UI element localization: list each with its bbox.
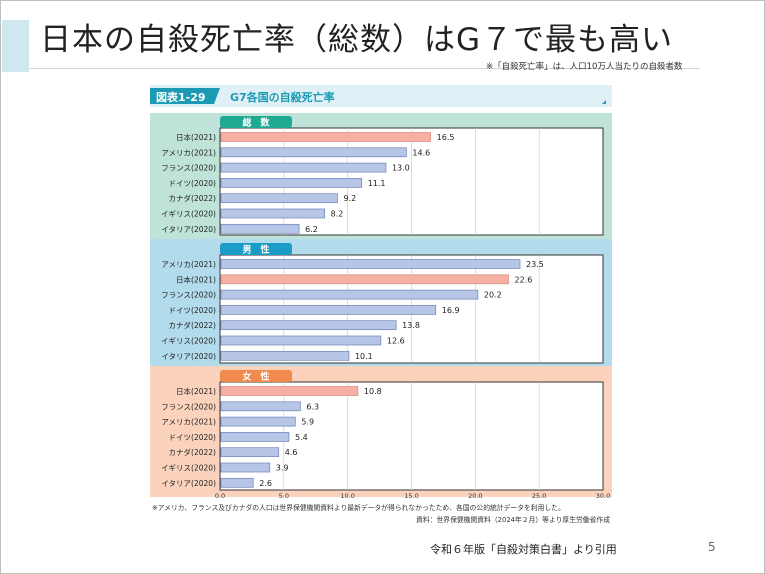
page-number: 5: [708, 540, 716, 554]
bar: [220, 447, 280, 458]
value-label: 8.2: [331, 210, 344, 219]
header-corner-mark: [602, 100, 606, 104]
title-accent-bar: [2, 20, 29, 72]
category-label: カナダ(2022): [169, 320, 217, 330]
title-note: ※「自殺死亡率」は、人口10万人当たりの自殺者数: [486, 62, 683, 72]
figure-label-tab: [150, 88, 220, 104]
source-citation: 令和６年版「自殺対策白書」より引用: [430, 543, 617, 556]
bar: [220, 178, 363, 188]
bar: [220, 259, 521, 269]
value-label: 10.8: [364, 387, 382, 396]
category-label: カナダ(2022): [169, 193, 217, 203]
value-label: 16.5: [437, 133, 455, 142]
group-tab-label: 女 性: [242, 371, 269, 383]
value-label: 12.6: [387, 337, 405, 346]
bar: [220, 147, 407, 158]
category-label: フランス(2020): [161, 291, 216, 300]
category-label: ドイツ(2020): [169, 433, 217, 442]
value-label: 5.9: [301, 418, 314, 427]
group-tab: [220, 116, 292, 128]
figure-label: 図表1-29: [156, 90, 206, 104]
bar: [220, 432, 290, 442]
chart-header-band: [150, 85, 612, 107]
bar: [220, 320, 397, 331]
category-label: フランス(2020): [161, 402, 216, 411]
category-label: イタリア(2020): [161, 352, 216, 361]
category-label: アメリカ(2021): [161, 418, 216, 427]
bar: [220, 462, 271, 473]
value-label: 16.9: [442, 306, 460, 315]
bar: [220, 416, 296, 427]
bar: [220, 289, 479, 300]
bar: [220, 401, 301, 412]
category-label: 日本(2021): [176, 132, 216, 142]
value-label: 13.0: [392, 164, 410, 173]
bar: [220, 223, 300, 234]
group-tab: [220, 243, 292, 255]
value-label: 5.4: [295, 433, 308, 442]
slide-title: 日本の自殺死亡率（総数）はG７で最も高い: [40, 22, 674, 58]
x-tick-label: 15.0: [404, 492, 418, 500]
value-label: 10.1: [355, 352, 373, 361]
category-label: ドイツ(2020): [169, 179, 217, 188]
bar: [220, 305, 437, 315]
x-tick-label: 0.0: [215, 492, 225, 500]
category-label: イタリア(2020): [161, 479, 216, 488]
value-label: 23.5: [526, 260, 544, 269]
category-label: ドイツ(2020): [169, 306, 217, 315]
x-tick-label: 10.0: [340, 492, 354, 500]
category-label: イギリス(2020): [161, 464, 216, 473]
group-tab: [220, 370, 292, 382]
value-label: 4.6: [285, 448, 298, 457]
bar: [220, 274, 509, 285]
bar: [220, 162, 387, 173]
bar: [220, 386, 359, 396]
value-label: 20.2: [484, 291, 502, 300]
category-label: イタリア(2020): [161, 225, 216, 234]
bar: [220, 477, 254, 488]
category-label: 日本(2021): [176, 274, 216, 284]
category-label: 日本(2021): [176, 386, 216, 396]
bar: [220, 350, 350, 361]
title-divider: [30, 68, 700, 69]
value-label: 22.6: [515, 275, 533, 284]
bar: [220, 208, 326, 219]
category-label: イギリス(2020): [161, 210, 216, 219]
category-label: アメリカ(2021): [161, 148, 216, 157]
chart-title: G7各国の自殺死亡率: [230, 90, 335, 104]
x-tick-label: 20.0: [468, 492, 482, 500]
group-tab-label: 総 数: [242, 117, 270, 129]
bar: [220, 132, 431, 142]
value-label: 11.1: [368, 179, 386, 188]
value-label: 3.9: [276, 464, 289, 473]
group-tab-label: 男 性: [242, 244, 269, 256]
x-tick-label: 5.0: [279, 492, 289, 500]
category-label: イギリス(2020): [161, 337, 216, 346]
bar: [220, 335, 382, 346]
category-label: カナダ(2022): [169, 447, 217, 457]
value-label: 13.8: [402, 321, 420, 330]
x-tick-label: 25.0: [532, 492, 546, 500]
value-label: 2.6: [259, 479, 272, 488]
category-label: アメリカ(2021): [161, 260, 216, 269]
value-label: 6.2: [305, 225, 318, 234]
bar: [220, 193, 338, 204]
value-label: 14.6: [412, 148, 430, 157]
value-label: 9.2: [343, 194, 356, 203]
chart-credit: 資料：世界保健機関資料（2024年２月）等より厚生労働省作成: [416, 515, 610, 524]
chart-footnote: ※アメリカ、フランス及びカナダの人口は世界保健機関資料より最新データが得られなか…: [152, 503, 565, 512]
x-tick-label: 30.0: [596, 492, 610, 500]
value-label: 6.3: [306, 402, 319, 411]
category-label: フランス(2020): [161, 164, 216, 173]
